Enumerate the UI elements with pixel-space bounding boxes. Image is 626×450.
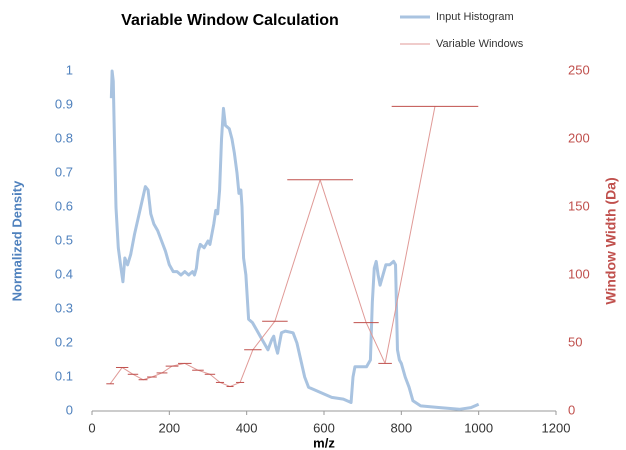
y-tick-label: 0.1 [55, 368, 73, 383]
x-tick-label: 400 [236, 420, 258, 435]
y-tick-label: 0.3 [55, 300, 73, 315]
y2-tick-label: 50 [568, 334, 582, 349]
x-axis-label: m/z [313, 435, 335, 450]
y-tick-label: 0.7 [55, 164, 73, 179]
series-line [109, 106, 436, 388]
y-tick-label: 1 [66, 62, 73, 77]
y-axis-label: Normalized Density [9, 180, 24, 301]
y2-tick-label: 150 [568, 198, 590, 213]
x-tick-label: 200 [158, 420, 180, 435]
legend-label: Variable Windows [436, 38, 524, 50]
y2-tick-label: 100 [568, 266, 590, 281]
x-tick-label: 1200 [542, 420, 571, 435]
y-tick-label: 0.8 [55, 130, 73, 145]
y2-tick-label: 200 [568, 130, 590, 145]
series-line [109, 69, 480, 411]
y-tick-label: 0 [66, 402, 73, 417]
y2-tick-label: 250 [568, 62, 590, 77]
legend-label: Input Histogram [436, 11, 514, 23]
y-tick-label: 0.5 [55, 232, 73, 247]
y2-axis-label: Window Width (Da) [603, 177, 619, 304]
x-tick-label: 1000 [464, 420, 493, 435]
y-tick-label: 0.4 [55, 266, 73, 281]
x-tick-label: 800 [390, 420, 412, 435]
y-tick-label: 0.2 [55, 334, 73, 349]
y-tick-label: 0.6 [55, 198, 73, 213]
y-tick-label: 0.9 [55, 96, 73, 111]
x-tick-label: 0 [88, 420, 95, 435]
chart-title: Variable Window Calculation [121, 12, 339, 29]
x-tick-label: 600 [313, 420, 335, 435]
y2-tick-label: 0 [568, 402, 575, 417]
